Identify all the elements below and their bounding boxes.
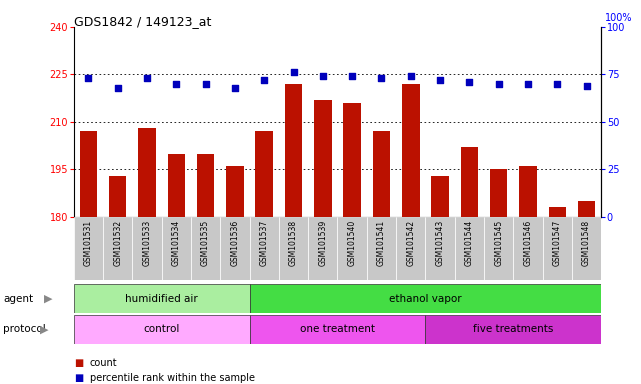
Bar	[519, 166, 537, 217]
Bar	[484, 217, 513, 280]
Point	[581, 83, 592, 89]
Bar	[454, 217, 484, 280]
Bar	[426, 217, 454, 280]
Bar	[162, 217, 191, 280]
Bar	[285, 84, 303, 217]
Bar	[490, 169, 508, 217]
Bar	[426, 315, 601, 344]
Text: GSM101532: GSM101532	[113, 220, 122, 266]
Bar	[132, 217, 162, 280]
Text: ▶: ▶	[40, 324, 48, 334]
Text: GSM101542: GSM101542	[406, 220, 415, 266]
Bar	[279, 217, 308, 280]
Bar	[249, 315, 426, 344]
Bar	[372, 131, 390, 217]
Bar	[167, 154, 185, 217]
Point	[201, 81, 211, 87]
Point	[83, 75, 94, 81]
Text: GSM101544: GSM101544	[465, 220, 474, 266]
Point	[171, 81, 181, 87]
Text: GSM101543: GSM101543	[436, 220, 445, 266]
Point	[376, 75, 387, 81]
Text: GSM101537: GSM101537	[260, 220, 269, 266]
Bar	[543, 217, 572, 280]
Text: GSM101547: GSM101547	[553, 220, 562, 266]
Bar	[191, 217, 221, 280]
Bar	[197, 154, 214, 217]
Text: GSM101535: GSM101535	[201, 220, 210, 266]
Text: humidified air: humidified air	[125, 293, 198, 304]
Text: GSM101539: GSM101539	[319, 220, 328, 266]
Bar	[221, 217, 249, 280]
Bar	[396, 217, 426, 280]
Bar	[226, 166, 244, 217]
Point	[229, 84, 240, 91]
Text: GSM101536: GSM101536	[230, 220, 239, 266]
Text: one treatment: one treatment	[300, 324, 375, 334]
Bar	[367, 217, 396, 280]
Text: GSM101533: GSM101533	[142, 220, 151, 266]
Bar	[103, 217, 132, 280]
Bar	[344, 103, 361, 217]
Bar	[74, 217, 103, 280]
Point	[435, 77, 445, 83]
Point	[406, 73, 416, 79]
Text: GSM101546: GSM101546	[524, 220, 533, 266]
Point	[523, 81, 533, 87]
Bar	[431, 176, 449, 217]
Bar	[513, 217, 543, 280]
Point	[259, 77, 269, 83]
Point	[347, 73, 357, 79]
Bar	[314, 100, 331, 217]
Text: ■: ■	[74, 373, 83, 383]
Text: ethanol vapor: ethanol vapor	[389, 293, 462, 304]
Text: ▶: ▶	[44, 293, 52, 304]
Bar	[549, 207, 566, 217]
Bar	[402, 84, 420, 217]
Text: percentile rank within the sample: percentile rank within the sample	[90, 373, 254, 383]
Text: GSM101541: GSM101541	[377, 220, 386, 266]
Point	[142, 75, 152, 81]
Text: count: count	[90, 358, 117, 368]
Text: protocol: protocol	[3, 324, 46, 334]
Text: GSM101534: GSM101534	[172, 220, 181, 266]
Bar	[337, 217, 367, 280]
Text: GSM101538: GSM101538	[289, 220, 298, 266]
Bar	[74, 315, 249, 344]
Text: GSM101540: GSM101540	[347, 220, 356, 266]
Bar	[308, 217, 337, 280]
Text: GSM101548: GSM101548	[582, 220, 591, 266]
Point	[113, 84, 123, 91]
Text: GSM101545: GSM101545	[494, 220, 503, 266]
Bar	[109, 176, 126, 217]
Bar	[138, 128, 156, 217]
Text: agent: agent	[3, 293, 33, 304]
Bar	[249, 217, 279, 280]
Point	[464, 79, 474, 85]
Bar	[255, 131, 273, 217]
Text: ■: ■	[74, 358, 83, 368]
Bar	[79, 131, 97, 217]
Text: 100%: 100%	[604, 13, 632, 23]
Text: five treatments: five treatments	[473, 324, 554, 334]
Bar	[249, 284, 601, 313]
Text: GDS1842 / 149123_at: GDS1842 / 149123_at	[74, 15, 211, 28]
Point	[318, 73, 328, 79]
Bar	[74, 284, 249, 313]
Text: control: control	[144, 324, 180, 334]
Point	[288, 70, 299, 76]
Text: GSM101531: GSM101531	[84, 220, 93, 266]
Point	[552, 81, 562, 87]
Bar	[572, 217, 601, 280]
Bar	[461, 147, 478, 217]
Bar	[578, 201, 595, 217]
Point	[494, 81, 504, 87]
